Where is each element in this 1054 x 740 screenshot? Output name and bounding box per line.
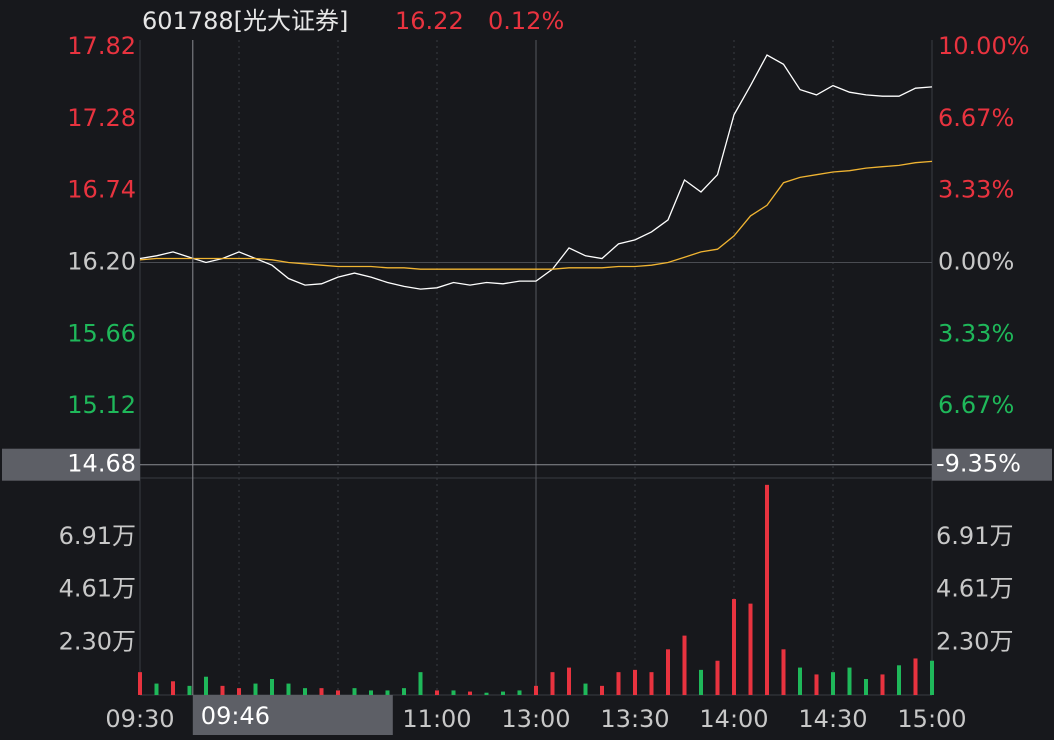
volume-bar <box>682 635 687 695</box>
volume-bar <box>171 681 175 695</box>
y-tick-label: 15.66 <box>67 319 136 347</box>
volume-bar <box>649 672 654 695</box>
volume-tick-label: 4.61万 <box>59 575 136 603</box>
x-tick-label: 11:00 <box>402 705 471 733</box>
volume-bar <box>616 672 621 695</box>
change-percent: 0.12% <box>488 7 564 35</box>
volume-bar <box>385 690 390 695</box>
volume-bar <box>814 674 819 695</box>
y-tick-label: 17.82 <box>67 32 136 60</box>
volume-bar <box>897 665 901 695</box>
volume-bar <box>781 649 786 695</box>
y2-tick-label: 0.00% <box>938 248 1014 276</box>
volume-bar <box>699 669 703 695</box>
volume-bar <box>534 685 538 695</box>
volume-bar <box>732 599 736 695</box>
volume-bar <box>847 667 852 695</box>
volume-bar <box>765 484 769 695</box>
volume-bar <box>154 683 159 695</box>
crosshair-time-box <box>192 695 393 735</box>
price-line <box>139 160 933 270</box>
volume-bar <box>880 674 885 695</box>
y-tick-label: 17.28 <box>67 104 136 132</box>
volume-bar <box>501 691 505 695</box>
y-tick-label: 15.12 <box>67 391 136 419</box>
x-tick-label: 14:30 <box>798 705 867 733</box>
volume-tick-label: 6.91万 <box>59 522 136 550</box>
volume-bar <box>468 691 472 695</box>
volume-bar <box>517 690 522 695</box>
crosshair-price-box <box>2 448 140 481</box>
x-tick-label: 13:00 <box>501 705 570 733</box>
volume-bar <box>798 667 802 695</box>
volume-tick-label: 2.30万 <box>59 627 136 655</box>
volume-bar <box>583 683 588 695</box>
y2-tick-label: 3.33% <box>938 319 1014 347</box>
volume-bar <box>418 672 423 695</box>
volume-bar <box>930 660 934 695</box>
volume-bar <box>748 603 753 695</box>
crosshair-percent: -9.35% <box>936 450 1021 478</box>
volume-tick-label: 6.91万 <box>936 522 1013 550</box>
volume-bar <box>550 672 555 695</box>
volume-tick-label: 2.30万 <box>936 627 1013 655</box>
crosshair-time: 09:46 <box>201 702 270 730</box>
volume-bar <box>913 658 918 695</box>
volume-bar <box>369 690 373 695</box>
y-tick-label: 16.74 <box>67 176 136 204</box>
volume-bar <box>286 683 291 695</box>
y-tick-label: 16.20 <box>67 248 136 276</box>
volume-bar <box>402 688 406 695</box>
price-line <box>139 54 933 290</box>
volume-bar <box>567 667 571 695</box>
volume-bar <box>187 685 192 695</box>
volume-bar <box>253 683 258 695</box>
y2-tick-label: 10.00% <box>938 32 1030 60</box>
x-tick-label: 09:30 <box>105 705 174 733</box>
volume-bar <box>138 672 142 695</box>
y2-tick-label: 3.33% <box>938 176 1014 204</box>
y2-tick-label: 6.67% <box>938 391 1014 419</box>
volume-bar <box>435 690 439 695</box>
volume-bar <box>600 685 604 695</box>
volume-bar <box>633 669 637 695</box>
chart-title: 601788[光大证券] <box>142 7 348 35</box>
crosshair-price: 14.68 <box>67 450 136 478</box>
last-price: 16.22 <box>395 7 464 35</box>
y2-tick-label: 6.67% <box>938 104 1014 132</box>
volume-bar <box>204 676 208 695</box>
crosshair-percent-box <box>932 448 1052 481</box>
x-tick-label: 14:00 <box>699 705 768 733</box>
volume-bar <box>715 660 720 695</box>
x-tick-label: 13:30 <box>600 705 669 733</box>
volume-bar <box>864 679 868 695</box>
volume-bar <box>319 688 324 695</box>
volume-bar <box>220 685 225 695</box>
volume-tick-label: 4.61万 <box>936 575 1013 603</box>
volume-bar <box>831 672 835 695</box>
volume-bar <box>336 690 340 695</box>
volume-bar <box>666 649 670 695</box>
x-tick-label: 15:00 <box>897 705 966 733</box>
volume-bar <box>237 688 241 695</box>
volume-bar <box>451 690 456 695</box>
volume-bar <box>484 692 489 695</box>
volume-bar <box>270 679 274 695</box>
volume-bar <box>352 688 357 695</box>
volume-bar <box>303 688 307 695</box>
